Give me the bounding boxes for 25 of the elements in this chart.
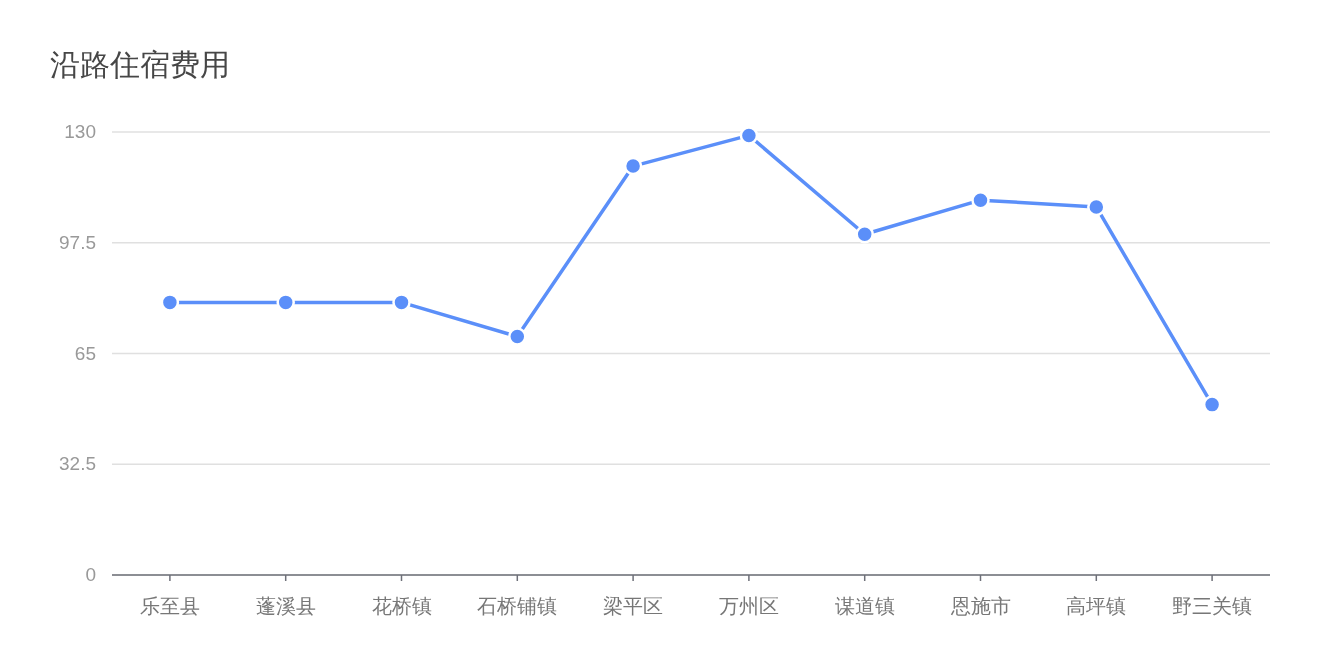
y-tick-label: 130 (64, 121, 96, 142)
point (160, 293, 180, 312)
x-tick-label: 石桥铺镇 (477, 595, 558, 617)
x-tick-label: 花桥镇 (371, 595, 432, 617)
x-tick-label: 野三关镇 (1172, 595, 1253, 617)
point (392, 293, 411, 312)
x-tick-label: 万州区 (718, 595, 779, 617)
x-tick-label: 梁平区 (603, 595, 664, 617)
point (855, 224, 874, 244)
x-tick-label: 谋道镇 (834, 595, 895, 617)
y-tick-label: 65 (74, 342, 96, 364)
point (623, 156, 643, 176)
y-tick-label: 0 (85, 564, 96, 585)
point (739, 126, 759, 145)
x-tick-label: 蓬溪县 (255, 595, 316, 617)
y-tick-label: 32.5 (59, 453, 96, 475)
point (1087, 197, 1106, 217)
point (1202, 395, 1222, 414)
y-tick-label: 97.5 (59, 231, 96, 253)
point (971, 190, 990, 210)
point (276, 293, 295, 312)
x-tick-label: 高坪镇 (1066, 595, 1127, 617)
x-tick-label: 乐至县 (139, 595, 200, 617)
chart-title: 沿路住宿费用 (50, 48, 230, 81)
x-tick-label: 恩施市 (949, 595, 1011, 617)
